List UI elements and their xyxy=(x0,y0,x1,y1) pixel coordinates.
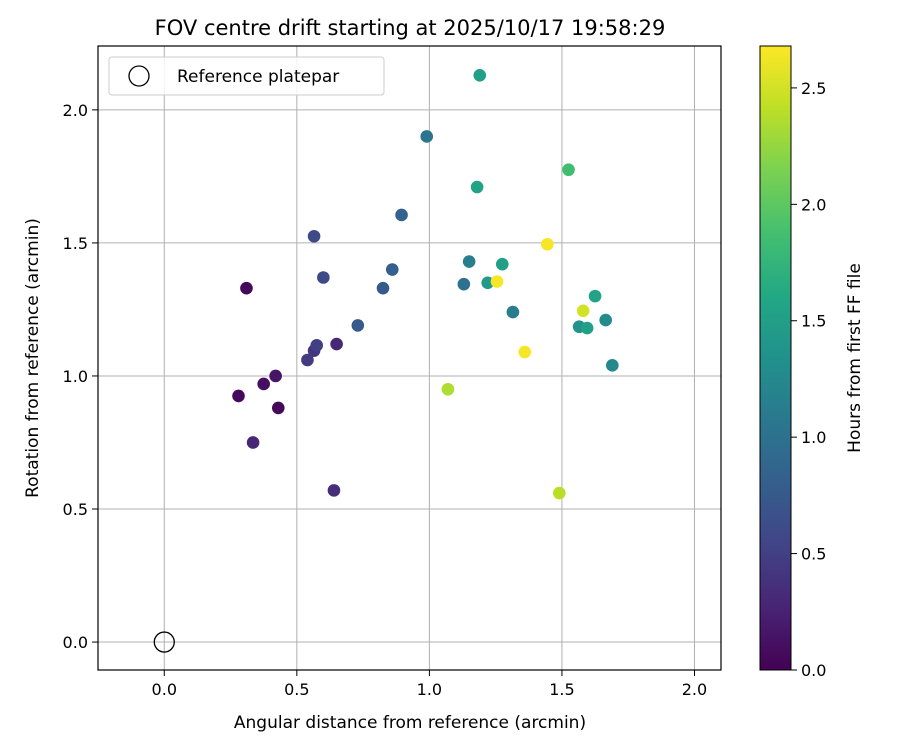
data-point xyxy=(576,304,590,318)
data-point xyxy=(327,484,341,497)
data-point xyxy=(462,255,476,268)
colorbar-tick-label: 0.5 xyxy=(801,545,826,564)
data-point xyxy=(301,353,314,367)
data-point xyxy=(420,130,434,143)
y-axis-ticks: 0.0 0.5 1.0 1.5 2.0 xyxy=(63,101,98,652)
y-axis-label: Rotation from reference (arcmin) xyxy=(23,218,43,498)
data-point xyxy=(490,275,504,288)
x-tick-label: 0.5 xyxy=(284,680,309,699)
data-point xyxy=(271,401,285,415)
data-point xyxy=(606,359,619,372)
y-tick-label: 1.5 xyxy=(63,234,88,253)
data-point xyxy=(395,208,408,222)
data-point xyxy=(257,377,270,391)
y-tick-label: 1.0 xyxy=(63,367,88,386)
colorbar-gradient xyxy=(759,45,792,671)
grid-lines xyxy=(98,46,721,670)
data-point xyxy=(351,319,365,332)
colorbar-label: Hours from first FF file xyxy=(845,263,865,453)
data-point xyxy=(541,237,554,251)
x-tick-label: 0.0 xyxy=(152,680,177,699)
data-point xyxy=(495,257,509,271)
data-point xyxy=(580,321,594,335)
legend-marker-icon xyxy=(128,65,150,87)
data-point xyxy=(588,289,602,303)
data-point xyxy=(506,305,520,319)
data-point xyxy=(457,277,471,291)
plot-frame xyxy=(97,45,722,671)
data-point xyxy=(232,389,245,403)
y-tick-label: 0.5 xyxy=(63,500,88,519)
data-point xyxy=(307,229,321,243)
data-point xyxy=(310,339,324,352)
data-point xyxy=(481,276,495,290)
legend-box xyxy=(108,56,385,96)
colorbar-tick-label: 1.0 xyxy=(801,428,826,447)
x-axis-ticks: 0.0 0.5 1.0 1.5 2.0 xyxy=(152,670,707,699)
data-point xyxy=(376,281,390,295)
x-tick-label: 2.0 xyxy=(682,680,707,699)
data-point xyxy=(441,382,455,396)
x-axis-label: Angular distance from reference (arcmin) xyxy=(234,713,586,733)
chart-title: FOV centre drift starting at 2025/10/17 … xyxy=(155,16,666,40)
data-point xyxy=(330,337,343,351)
colorbar-tick-label: 2.0 xyxy=(801,195,826,214)
data-point xyxy=(240,281,253,295)
colorbar-ticks: 0.0 0.5 1.0 1.5 2.0 2.5 xyxy=(791,79,826,680)
colorbar-tick-label: 1.5 xyxy=(801,312,826,331)
y-tick-label: 2.0 xyxy=(63,101,88,120)
data-point xyxy=(599,313,612,327)
data-point xyxy=(269,369,282,383)
reference-platepar-marker xyxy=(153,631,175,653)
data-point xyxy=(246,436,260,449)
x-tick-label: 1.5 xyxy=(549,680,574,699)
y-tick-label: 0.0 xyxy=(63,633,88,652)
colorbar-tick-label: 2.5 xyxy=(801,79,826,98)
x-tick-label: 1.0 xyxy=(417,680,442,699)
data-point xyxy=(470,180,484,194)
colorbar-tick-label: 0.0 xyxy=(801,661,826,680)
legend: Reference platepar xyxy=(108,56,385,96)
legend-label: Reference platepar xyxy=(177,67,339,87)
data-point xyxy=(473,68,487,82)
colorbar: 0.0 0.5 1.0 1.5 2.0 2.5 Hours from first FF f… xyxy=(759,45,865,680)
data-points xyxy=(232,68,619,500)
data-point xyxy=(317,271,330,284)
data-point xyxy=(385,263,399,276)
data-point xyxy=(552,486,566,500)
data-point xyxy=(562,163,575,177)
data-point xyxy=(518,345,532,359)
